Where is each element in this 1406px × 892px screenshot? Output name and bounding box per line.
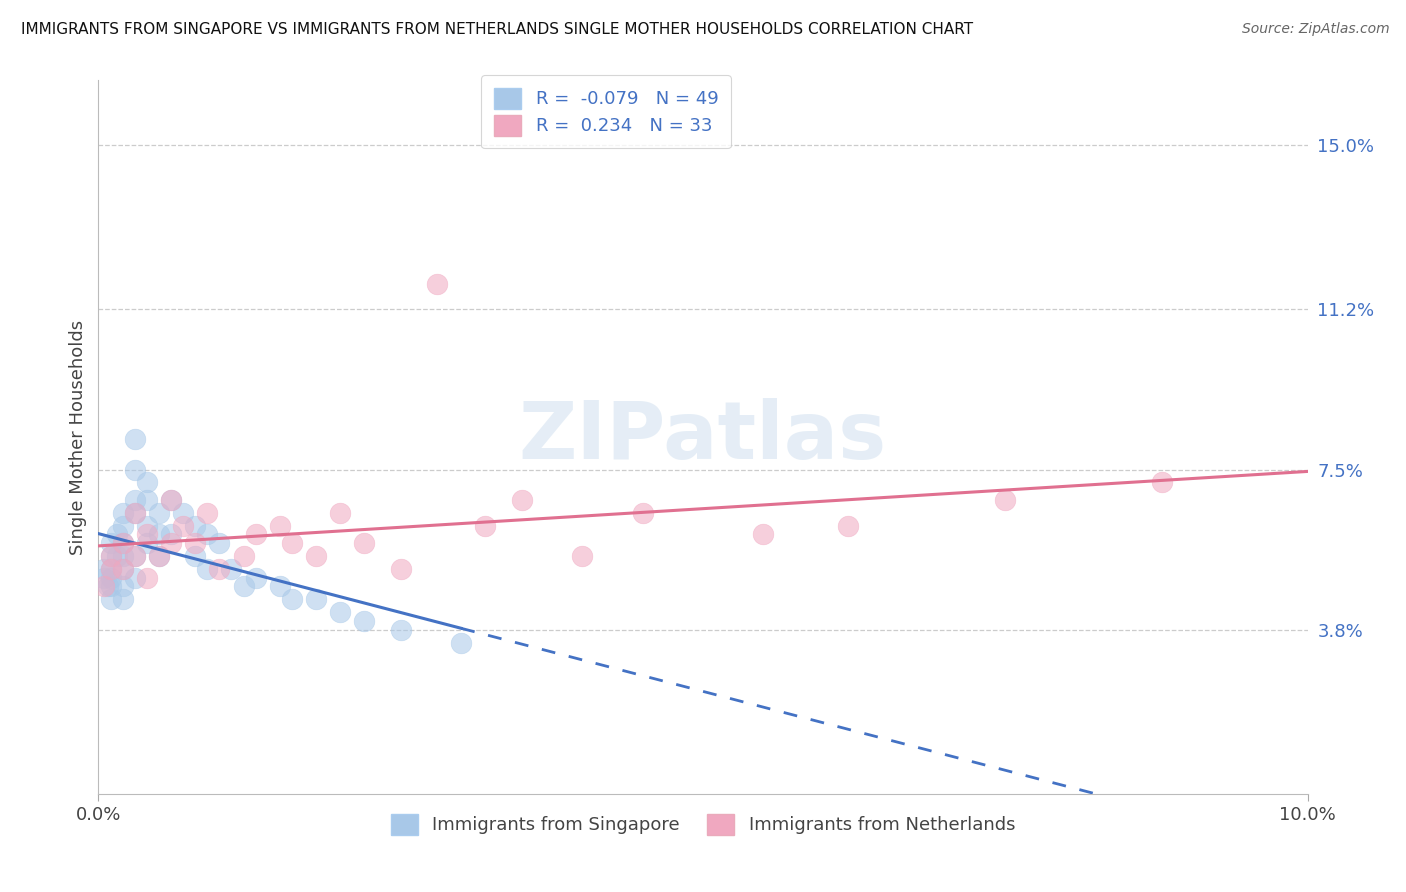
Point xyxy=(111,518,134,533)
Point xyxy=(148,549,170,563)
Text: Source: ZipAtlas.com: Source: ZipAtlas.com xyxy=(1241,22,1389,37)
Point xyxy=(269,518,291,533)
Point xyxy=(160,492,183,507)
Point xyxy=(111,592,134,607)
Point xyxy=(208,562,231,576)
Point xyxy=(148,549,170,563)
Point xyxy=(281,592,304,607)
Point xyxy=(100,579,122,593)
Point xyxy=(97,579,120,593)
Point xyxy=(353,536,375,550)
Point xyxy=(135,527,157,541)
Point xyxy=(160,536,183,550)
Point xyxy=(135,571,157,585)
Point xyxy=(124,549,146,563)
Point xyxy=(474,518,496,533)
Point xyxy=(510,492,533,507)
Point xyxy=(111,506,134,520)
Point xyxy=(221,562,243,576)
Point xyxy=(124,432,146,446)
Point xyxy=(172,506,194,520)
Point xyxy=(184,536,207,550)
Point xyxy=(100,536,122,550)
Point xyxy=(93,562,115,576)
Point xyxy=(111,562,134,576)
Point xyxy=(135,492,157,507)
Y-axis label: Single Mother Households: Single Mother Households xyxy=(69,319,87,555)
Point xyxy=(135,475,157,490)
Point xyxy=(245,527,267,541)
Point xyxy=(100,592,122,607)
Point xyxy=(305,592,328,607)
Point xyxy=(245,571,267,585)
Point xyxy=(111,562,134,576)
Point xyxy=(281,536,304,550)
Point xyxy=(450,635,472,649)
Point xyxy=(184,518,207,533)
Point xyxy=(994,492,1017,507)
Point xyxy=(124,492,146,507)
Point xyxy=(111,549,134,563)
Point xyxy=(100,571,122,585)
Point xyxy=(353,614,375,628)
Point xyxy=(148,506,170,520)
Point xyxy=(426,277,449,291)
Point xyxy=(160,527,183,541)
Point xyxy=(195,506,218,520)
Point xyxy=(111,536,134,550)
Point xyxy=(100,549,122,563)
Point xyxy=(100,549,122,563)
Point xyxy=(389,623,412,637)
Text: ZIPatlas: ZIPatlas xyxy=(519,398,887,476)
Text: IMMIGRANTS FROM SINGAPORE VS IMMIGRANTS FROM NETHERLANDS SINGLE MOTHER HOUSEHOLD: IMMIGRANTS FROM SINGAPORE VS IMMIGRANTS … xyxy=(21,22,973,37)
Point xyxy=(329,605,352,619)
Point xyxy=(752,527,775,541)
Point xyxy=(232,549,254,563)
Point xyxy=(389,562,412,576)
Point xyxy=(105,549,128,563)
Point xyxy=(571,549,593,563)
Point xyxy=(329,506,352,520)
Point xyxy=(1152,475,1174,490)
Point xyxy=(111,579,134,593)
Point xyxy=(148,527,170,541)
Point xyxy=(232,579,254,593)
Point xyxy=(93,579,115,593)
Point xyxy=(195,562,218,576)
Point xyxy=(124,506,146,520)
Point xyxy=(631,506,654,520)
Point xyxy=(184,549,207,563)
Point xyxy=(135,536,157,550)
Point xyxy=(160,492,183,507)
Point xyxy=(305,549,328,563)
Point xyxy=(105,527,128,541)
Point xyxy=(93,571,115,585)
Point xyxy=(195,527,218,541)
Point xyxy=(111,536,134,550)
Point xyxy=(124,506,146,520)
Point xyxy=(135,518,157,533)
Point xyxy=(124,571,146,585)
Point xyxy=(100,562,122,576)
Point xyxy=(124,462,146,476)
Point xyxy=(269,579,291,593)
Point xyxy=(124,549,146,563)
Point xyxy=(837,518,859,533)
Point xyxy=(100,562,122,576)
Legend: Immigrants from Singapore, Immigrants from Netherlands: Immigrants from Singapore, Immigrants fr… xyxy=(384,806,1022,842)
Point xyxy=(208,536,231,550)
Point xyxy=(172,518,194,533)
